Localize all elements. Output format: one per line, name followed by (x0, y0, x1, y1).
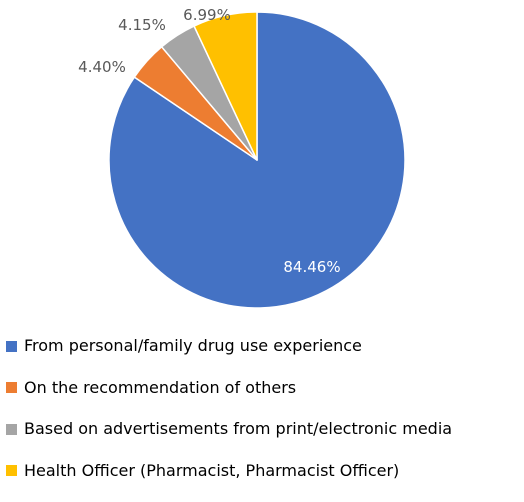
pie-chart: 84.46% 4.40% 4.15% 6.99% From personal/fami… (6, 6, 452, 480)
pie-slices (108, 11, 406, 309)
slice-data-label: 4.40% (78, 58, 126, 76)
legend-label: On the recommendation of others (24, 377, 297, 397)
slice-data-label: 6.99% (183, 6, 231, 24)
slice-data-label: 4.15% (118, 16, 166, 34)
legend-swatch (6, 382, 17, 393)
legend-label: From personal/family drug use experience (24, 336, 362, 355)
slice-data-label: 84.46% (283, 258, 340, 276)
legend-swatch (6, 340, 17, 352)
legend-item: Based on advertisements from print/elect… (6, 419, 522, 439)
legend-label: Based on advertisements from print/elect… (24, 419, 453, 438)
legend-item: From personal/family drug use experience (6, 336, 522, 356)
pie-chart-plot: 84.46% 4.40% 4.15% 6.99% (78, 6, 406, 309)
pie-slice (193, 11, 258, 161)
legend-label: Health Officer (Pharmacist, Pharmacist O… (24, 460, 400, 480)
legend-item: Health Officer (Pharmacist, Pharmacist O… (6, 461, 522, 481)
chart-legend: From personal/family drug use experience… (6, 336, 522, 502)
legend-swatch (6, 423, 17, 435)
legend-swatch (6, 465, 17, 476)
legend-item: On the recommendation of others (6, 378, 522, 398)
slice-labels: 84.46% 4.40% 4.15% 6.99% (78, 6, 340, 276)
